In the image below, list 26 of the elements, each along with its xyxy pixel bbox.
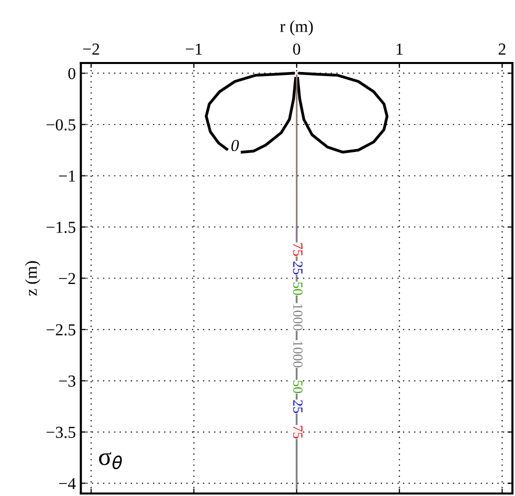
x-tick-label: 1 xyxy=(396,44,403,55)
text: 75 xyxy=(293,426,302,438)
y-tick-label: −3 xyxy=(59,376,76,387)
y-tick-label: −3.5 xyxy=(46,426,76,438)
x-axis-title: r (m) xyxy=(280,20,313,36)
x-tick-label: −2 xyxy=(83,44,100,55)
text: 25 xyxy=(293,400,302,413)
x-tick-label: 2 xyxy=(498,44,506,55)
y-tick-label: −1 xyxy=(59,170,75,182)
annotation: σ$_{θ}$ xyxy=(99,452,122,470)
y-axis-title: z (m) xyxy=(25,261,40,296)
y-tick-label: −2 xyxy=(59,273,76,284)
text: 1000 xyxy=(293,304,303,330)
y-tick-label: 0 xyxy=(68,68,76,80)
x-tick-label: 0 xyxy=(293,44,300,55)
series-label: 0 xyxy=(231,140,239,152)
text: 25 xyxy=(293,262,302,274)
text: 1000 xyxy=(293,341,303,368)
text: 50 xyxy=(293,380,303,394)
x-tick-label: −1 xyxy=(186,44,202,55)
y-tick-label: −0.5 xyxy=(46,119,76,131)
y-tick-label: −4 xyxy=(59,478,76,490)
y-tick-label: −2.5 xyxy=(46,324,76,336)
text: 50 xyxy=(293,282,303,296)
text: 75 xyxy=(293,243,302,256)
y-tick-label: −1.5 xyxy=(46,222,76,234)
